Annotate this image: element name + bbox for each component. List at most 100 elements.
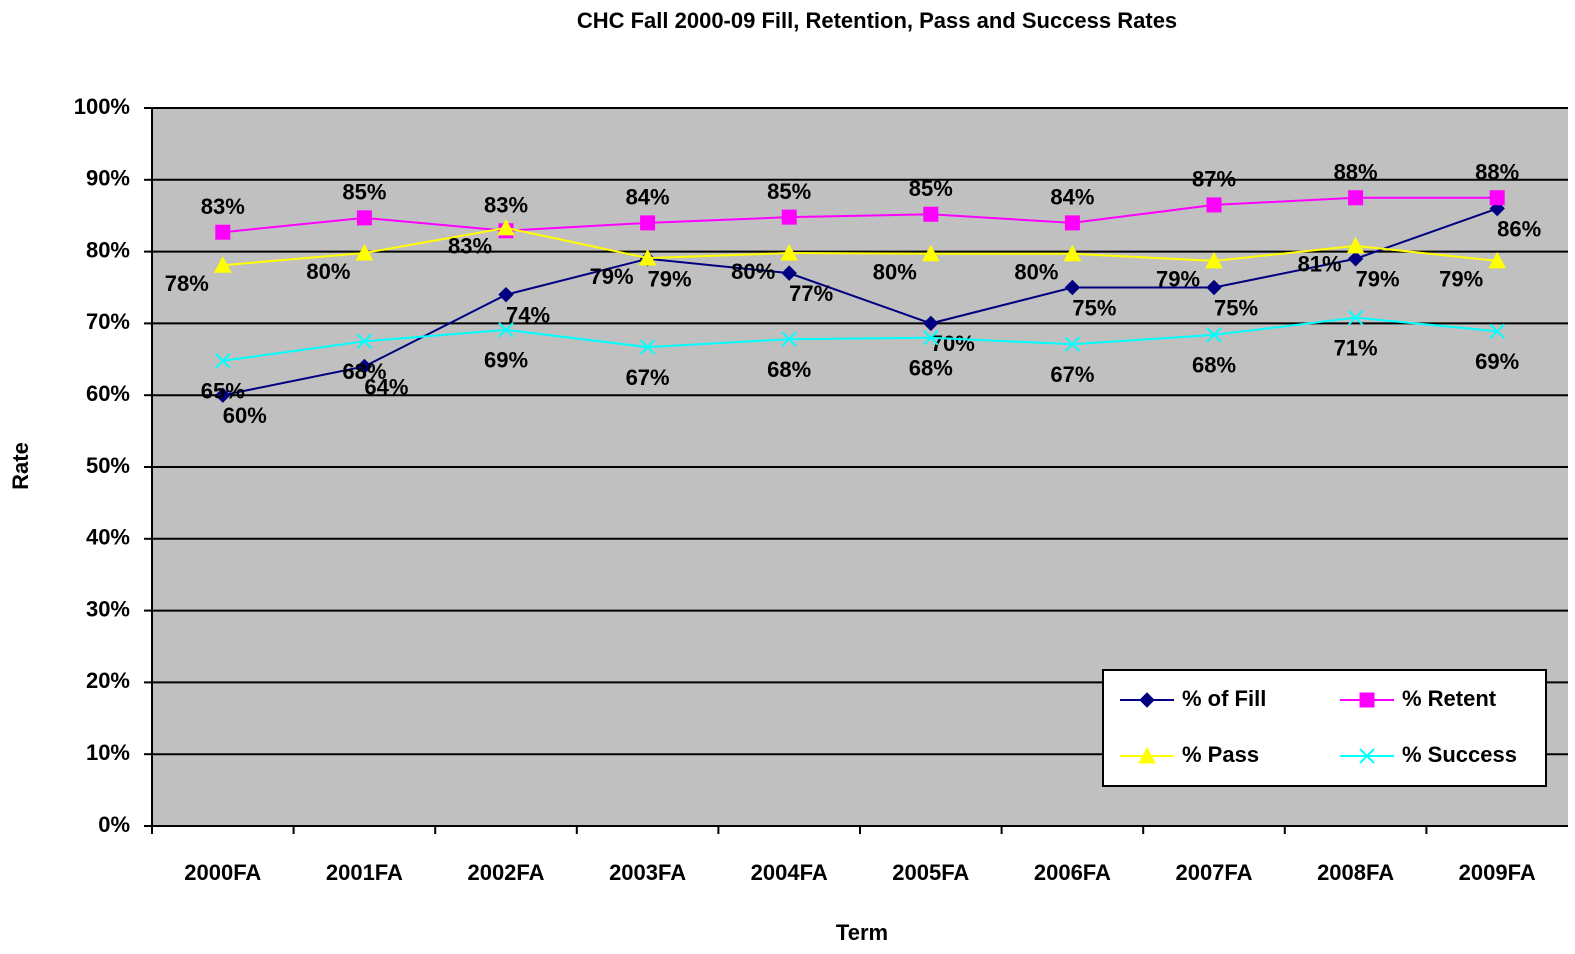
marker	[355, 243, 374, 261]
marker	[356, 333, 373, 350]
data-label: 80%	[873, 260, 917, 285]
data-label: 69%	[1475, 349, 1519, 374]
data-label: 75%	[1072, 295, 1116, 320]
series-line	[222, 196, 1498, 234]
marker	[1206, 197, 1222, 213]
marker	[1139, 692, 1155, 708]
data-label: 79%	[1356, 267, 1400, 292]
marker	[781, 265, 797, 281]
marker	[639, 339, 656, 355]
y-tick-label: 80%	[86, 237, 130, 262]
y-tick-label: 40%	[86, 525, 130, 550]
marker	[215, 387, 231, 403]
data-label: 88%	[1334, 160, 1378, 185]
x-tick-label: 2003FA	[609, 860, 686, 885]
marker	[213, 256, 232, 273]
marker	[923, 315, 939, 332]
data-label: 86%	[1497, 216, 1541, 241]
data-label: 79%	[1156, 267, 1200, 292]
data-label: 87%	[1192, 167, 1236, 192]
data-label: 68%	[1192, 353, 1236, 378]
data-label: 83%	[201, 194, 245, 219]
y-tick-label: 70%	[86, 309, 130, 334]
data-label: 85%	[909, 176, 953, 201]
y-tick-label: 20%	[86, 668, 130, 693]
data-label: 80%	[731, 259, 775, 284]
legend-label: % Retent	[1402, 686, 1497, 711]
marker	[640, 215, 656, 231]
marker	[1063, 244, 1082, 262]
data-label: 69%	[484, 348, 528, 373]
data-label: 85%	[342, 180, 386, 205]
data-label: 79%	[648, 267, 692, 292]
data-label: 79%	[1439, 267, 1483, 292]
marker	[923, 330, 939, 346]
x-tick-label: 2009FA	[1459, 860, 1536, 885]
y-tick-label: 30%	[86, 596, 130, 621]
series-line	[222, 207, 1498, 397]
data-label: 80%	[306, 259, 350, 284]
marker	[1347, 309, 1364, 326]
marker	[1348, 190, 1364, 206]
data-label: 68%	[909, 356, 953, 381]
x-tick-label: 2006FA	[1034, 860, 1111, 885]
y-tick-label: 0%	[98, 812, 130, 837]
marker	[1489, 323, 1505, 340]
data-label: 67%	[626, 365, 670, 390]
y-tick-label: 60%	[86, 381, 130, 406]
x-tick-label: 2002FA	[467, 860, 544, 885]
marker	[1064, 279, 1081, 296]
legend-label: % Success	[1402, 742, 1517, 767]
marker	[497, 218, 515, 236]
marker	[780, 243, 799, 261]
y-tick-label: 90%	[86, 166, 130, 191]
data-label: 79%	[590, 264, 634, 289]
x-tick-label: 2007FA	[1175, 860, 1252, 885]
data-label: 88%	[1475, 160, 1519, 185]
marker	[498, 286, 514, 303]
legend: % of Fill % Retent % Pass % Success	[1102, 669, 1547, 787]
data-label: 81%	[1298, 252, 1342, 277]
marker	[1138, 746, 1156, 764]
y-tick-label: 10%	[86, 740, 130, 765]
marker	[781, 331, 797, 347]
data-label: 67%	[1050, 362, 1094, 387]
marker	[356, 358, 373, 375]
marker	[1488, 251, 1507, 269]
marker	[1064, 336, 1081, 352]
marker	[1346, 236, 1365, 254]
data-label: 68%	[767, 357, 811, 382]
chart-title: CHC Fall 2000-09 Fill, Retention, Pass a…	[577, 8, 1177, 33]
data-label: 80%	[1014, 260, 1058, 285]
marker	[1347, 251, 1364, 267]
legend-box	[1102, 669, 1547, 787]
y-tick-label: 100%	[74, 94, 130, 119]
marker	[923, 206, 939, 222]
x-tick-label: 2008FA	[1317, 860, 1394, 885]
marker	[638, 248, 657, 266]
x-tick-label: 2005FA	[892, 860, 969, 885]
series-line	[222, 316, 1498, 362]
data-label: 84%	[1050, 185, 1094, 210]
legend-label: % of Fill	[1182, 686, 1266, 711]
x-tick-label: 2000FA	[184, 860, 261, 885]
marker	[781, 209, 797, 225]
data-label: 71%	[1334, 335, 1378, 360]
y-tick-label: 50%	[86, 453, 130, 478]
data-label: 78%	[165, 271, 209, 296]
data-label: 83%	[484, 193, 528, 218]
marker	[1205, 251, 1223, 269]
data-label: 68%	[342, 359, 386, 384]
marker	[1359, 748, 1375, 764]
data-label: 84%	[626, 185, 670, 210]
legend-label: % Pass	[1182, 742, 1259, 767]
marker	[1489, 190, 1505, 206]
x-axis-label: Term	[836, 920, 888, 945]
marker	[1064, 215, 1080, 231]
data-label: 83%	[448, 234, 492, 259]
marker	[921, 244, 940, 262]
marker	[215, 353, 231, 369]
marker	[1206, 327, 1222, 343]
